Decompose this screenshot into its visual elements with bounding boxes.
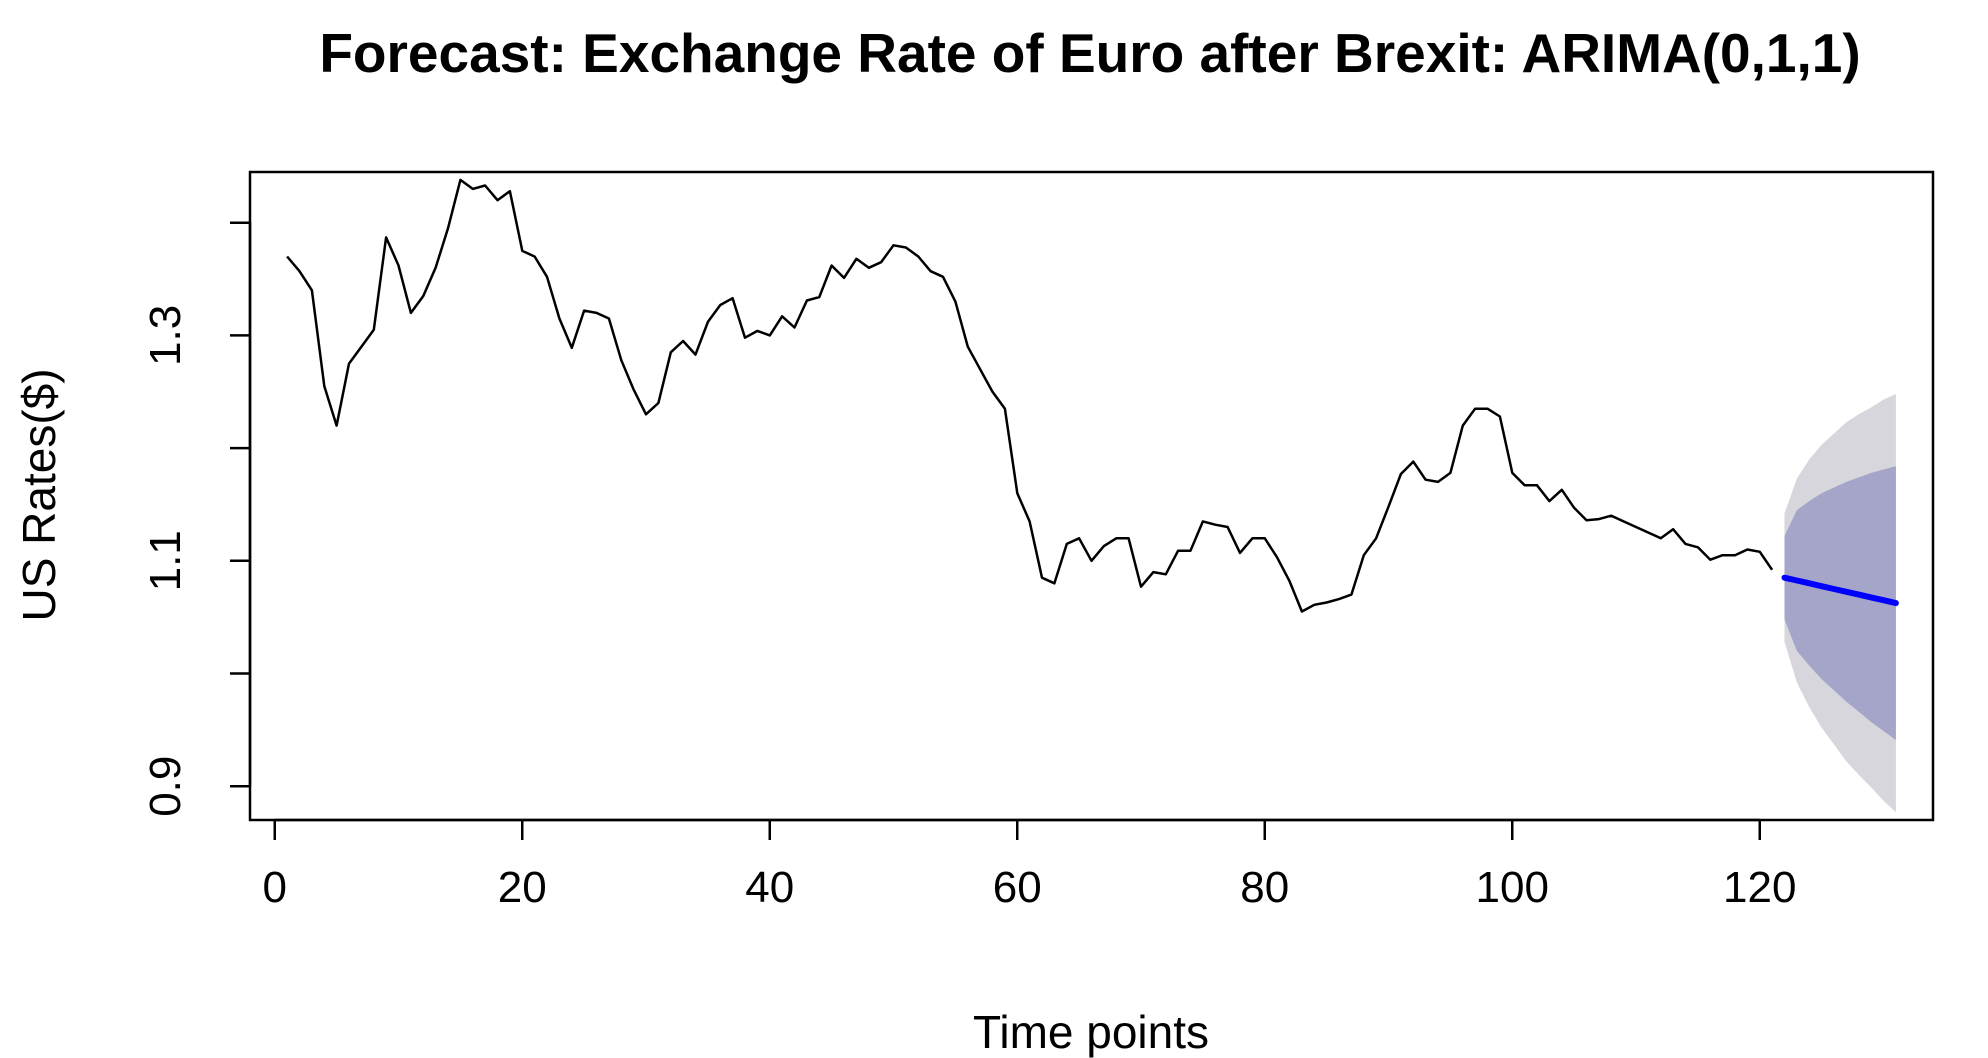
y-tick-label: 1.1 bbox=[141, 530, 190, 591]
x-tick-label: 80 bbox=[1240, 863, 1289, 912]
x-tick-label: 40 bbox=[745, 863, 794, 912]
x-axis: 0 20 40 60 80 100 120 bbox=[263, 818, 1796, 912]
y-tick-label: 1.3 bbox=[141, 305, 190, 366]
x-tick-label: 100 bbox=[1476, 863, 1549, 912]
plot-area bbox=[286, 178, 1899, 813]
observed-series-line bbox=[286, 178, 1774, 613]
x-tick-label: 120 bbox=[1723, 863, 1796, 912]
chart-title: Forecast: Exchange Rate of Euro after Br… bbox=[319, 22, 1860, 84]
y-axis-label: US Rates($) bbox=[13, 368, 65, 621]
x-tick-label: 0 bbox=[263, 863, 287, 912]
forecast-mean-line bbox=[1781, 574, 1899, 607]
forecast-80-band bbox=[1784, 466, 1896, 740]
y-axis: 0.9 1.1 1.3 bbox=[141, 221, 252, 817]
x-tick-label: 60 bbox=[993, 863, 1042, 912]
plot-frame bbox=[248, 170, 1935, 822]
y-tick-label: 0.9 bbox=[141, 756, 190, 817]
x-axis-label: Time points bbox=[973, 1006, 1209, 1058]
x-tick-label: 20 bbox=[498, 863, 547, 912]
